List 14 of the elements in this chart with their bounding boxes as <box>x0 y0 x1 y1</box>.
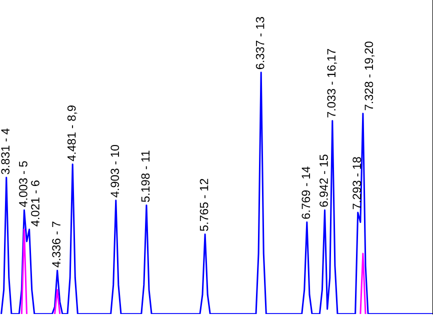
annotation: 4.021 - 6 <box>31 180 40 226</box>
annotation: 4.481 - 8,9 <box>67 106 78 162</box>
annotation: 5.765 - 12 <box>200 178 208 231</box>
annotation: 7.328 - 19,20 <box>364 42 374 110</box>
annotation: 5.198 - 11 <box>141 150 150 202</box>
annotation: 6.769 - 14 <box>302 166 310 219</box>
annotation: 4.003 - 5 <box>19 161 28 208</box>
annotation: 7.293 - 18 <box>352 157 362 210</box>
text: 6.337 - 13 <box>256 17 264 70</box>
annotation: 7.033 - 16,17 <box>327 48 337 118</box>
annotation: 4.903 - 10 <box>110 144 120 198</box>
annotation: 3.831 - 4 <box>1 128 10 174</box>
annotation: 4.336 - 7 <box>52 222 60 268</box>
annotation: 6.942 - 15 <box>320 154 328 207</box>
